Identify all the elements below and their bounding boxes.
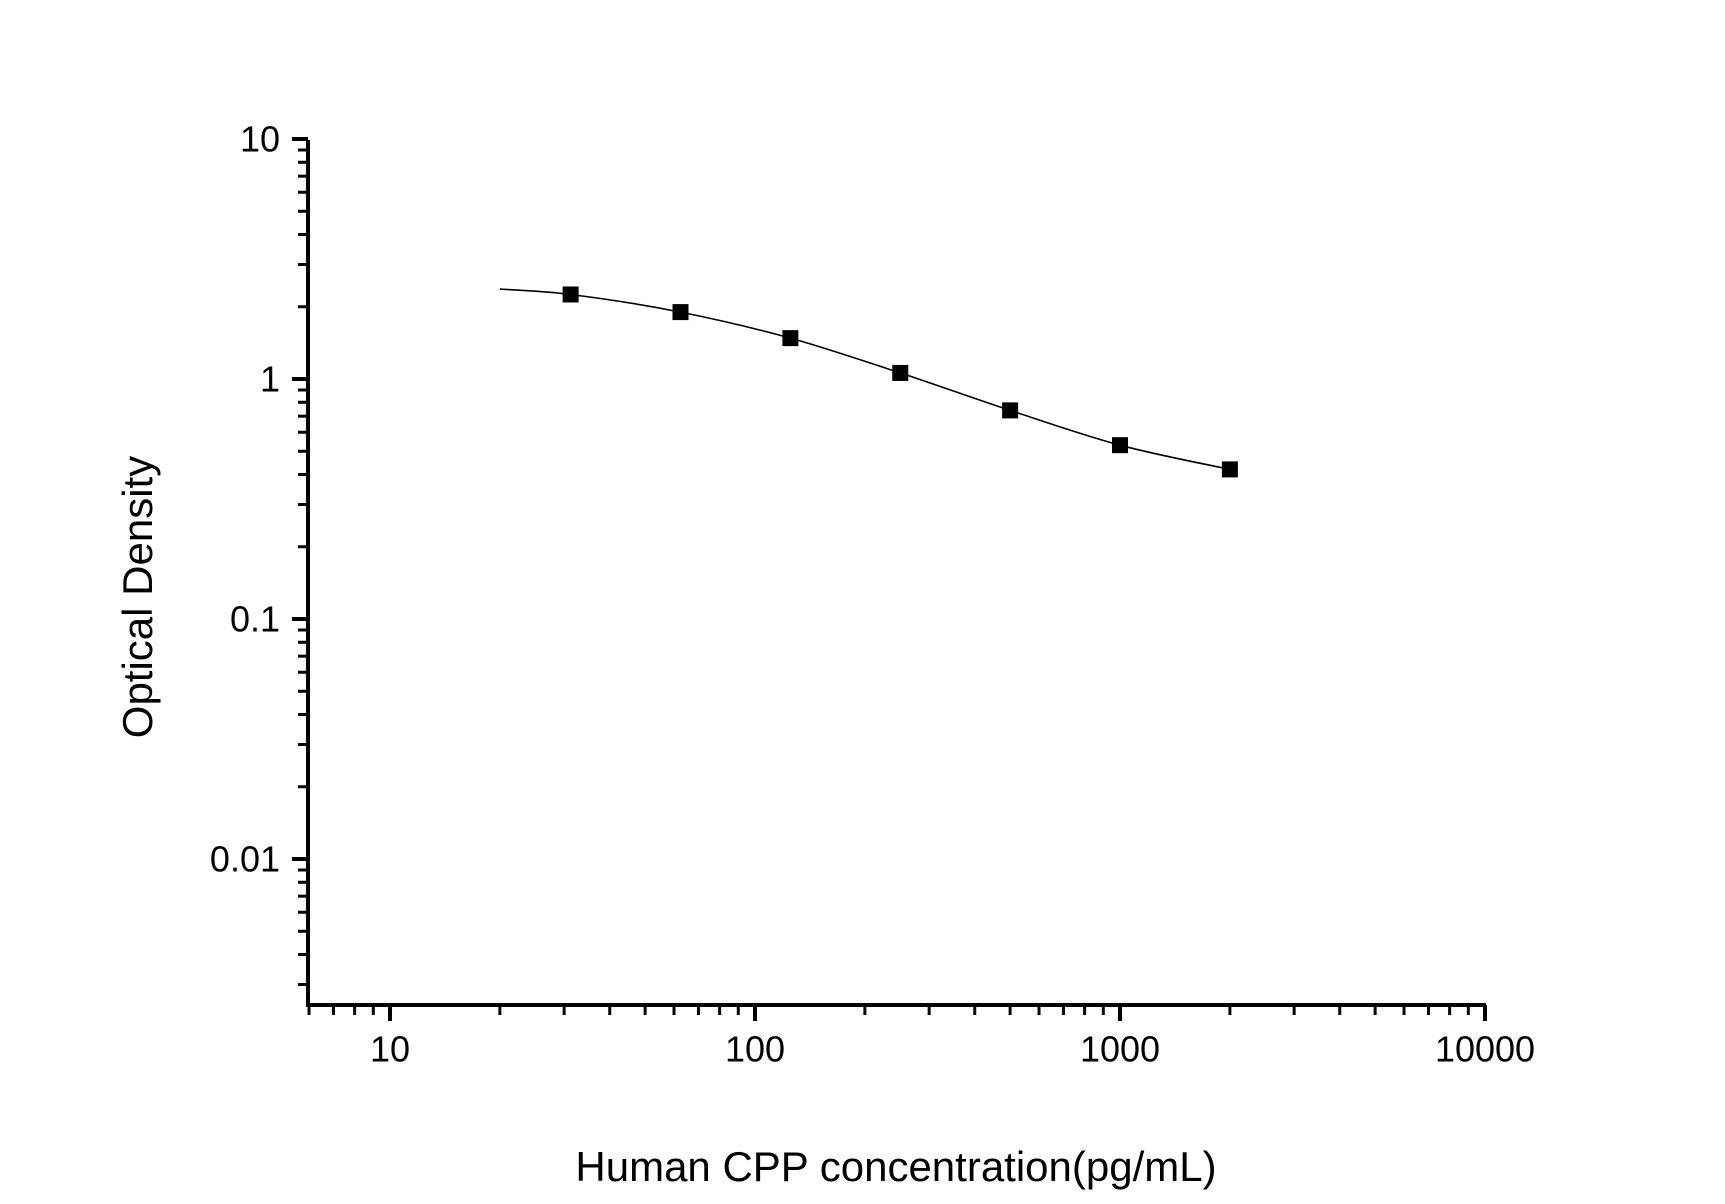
x-tick-label: 10 — [370, 1028, 410, 1069]
data-point-marker — [782, 330, 799, 347]
data-point-marker — [562, 286, 579, 303]
data-point-marker — [1002, 402, 1019, 419]
y-tick-label: 1 — [260, 359, 280, 400]
data-point-marker — [1221, 461, 1238, 478]
y-tick-label: 10 — [240, 119, 280, 160]
x-tick-label: 100 — [725, 1028, 785, 1069]
x-tick-label: 10000 — [1435, 1028, 1535, 1069]
data-point-marker — [892, 364, 909, 381]
curve-line — [499, 288, 1231, 471]
x-axis-title: Human CPP concentration(pg/mL) — [575, 1143, 1217, 1190]
y-tick-label: 0.01 — [210, 839, 280, 880]
data-point-marker — [1112, 437, 1128, 454]
y-tick-label: 0.1 — [230, 599, 280, 640]
data-point-marker — [672, 304, 689, 321]
x-tick-label: 1000 — [1080, 1028, 1160, 1069]
y-axis-title: Optical Density — [114, 455, 161, 739]
